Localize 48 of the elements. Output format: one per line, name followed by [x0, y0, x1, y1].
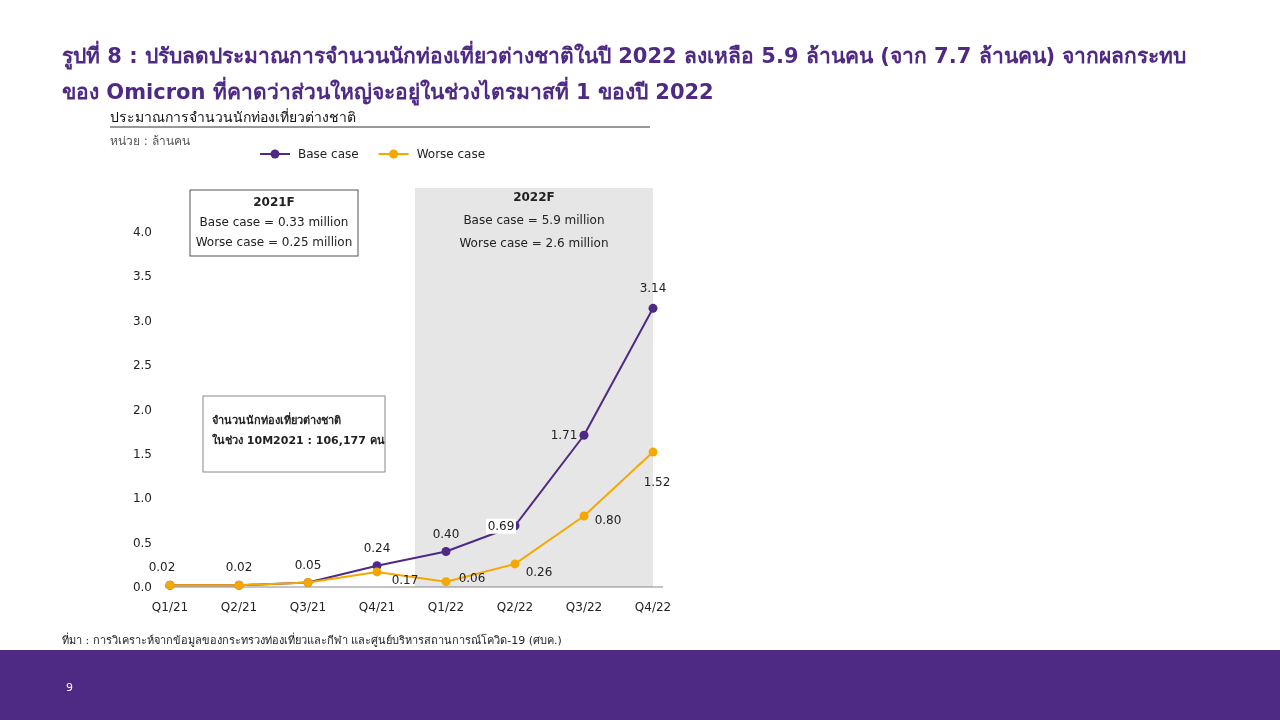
point	[441, 577, 451, 587]
point	[648, 303, 658, 313]
band-label: 2022F Base case = 5.9 million Worse case = 2.6 million	[459, 190, 609, 250]
x-tick-label: Q2/21	[220, 600, 258, 614]
data-label: 0.69	[487, 518, 515, 533]
point	[510, 559, 520, 569]
x-tick-label: Q3/21	[289, 600, 327, 614]
x-tick-label: Q2/22	[496, 600, 534, 614]
point	[441, 547, 451, 556]
x-tick-label: Q4/22	[634, 600, 672, 614]
y-tick-label: 1.5	[132, 446, 152, 461]
point	[372, 567, 382, 577]
text: 9	[66, 681, 73, 694]
x-tick-label: Q1/22	[427, 600, 465, 614]
data-label: 3.14	[639, 281, 667, 296]
annotation: จำนวนนักท่องเที่ยวต่างชาติ ในช่วง 10M2021 : 106,177 คน	[212, 412, 385, 447]
data-label: 0.05	[294, 557, 322, 572]
legend-label: Worse case	[416, 147, 486, 161]
y-tick-label: 2.0	[132, 402, 152, 417]
legend-label: Base case	[298, 147, 359, 161]
data-label: 0.17	[391, 572, 419, 587]
chart-subtitle: ประมาณการจำนวนนักท่องเที่ยวต่างชาติ	[110, 108, 356, 125]
data-label: 0.02	[225, 560, 253, 575]
y-tick-label: 0.0	[132, 580, 152, 594]
chart-title: รูปที่ 8 : ปรับลดประมาณการจำนวนนักท่องเที่ยวต่างชาติในปี 2022 ลงเหลือ 5.9 ล้านคน (จาก 7.7 ล้านคน) จากผลกระทบของ Omicron ที่คาดว่าส่วนใหญ่จะอยู่ในช่วงไตรมาสที่ 1 ของปี 2022	[62, 39, 1188, 108]
x-tick-label: Q1/21	[151, 600, 189, 614]
y-tick-label: 4.0	[132, 225, 152, 239]
y-tick-label: 1.0	[132, 491, 152, 506]
data-label: 0.02	[148, 560, 176, 575]
data-label: 0.26	[525, 564, 553, 579]
text: หน่วย : ล้านคน	[110, 134, 190, 148]
y-tick-label: 2.5	[132, 358, 152, 373]
data-label: 0.40	[432, 526, 460, 541]
data-label: 0.06	[458, 570, 486, 585]
x-tick-label: Q4/21	[358, 600, 396, 614]
y-tick-label: 0.5	[132, 535, 152, 550]
x-tick-label: Q3/22	[565, 600, 603, 614]
y-tick-label: 3.0	[132, 313, 152, 328]
y-tick-label: 3.5	[132, 269, 152, 284]
point	[579, 430, 589, 440]
data-label: 0.80	[594, 513, 622, 527]
point	[579, 511, 589, 521]
data-label: 0.24	[363, 540, 391, 555]
annotation: 2021F Base case = 0.33 million Worse case = 0.25 million	[195, 195, 353, 249]
data-label: 1.71	[550, 428, 578, 443]
data-label: 1.52	[643, 475, 671, 490]
point	[648, 447, 658, 457]
text: ที่มา : การวิเคราะห์จากข้อมูลของกระทรวงท่องเที่ยวและกีฬา และศูนย์บริหารสถานการณ์โควิด-19 (ศบค.)	[62, 632, 562, 647]
